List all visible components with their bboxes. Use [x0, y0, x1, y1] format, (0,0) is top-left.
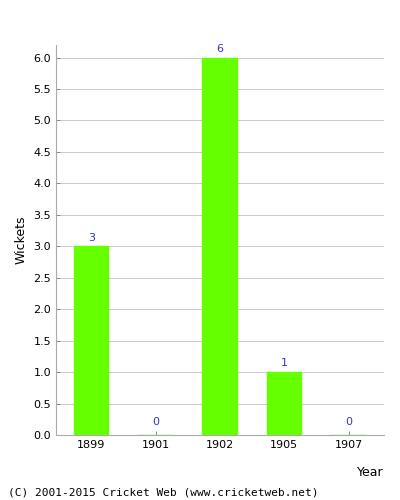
Text: 0: 0 — [345, 418, 352, 428]
Text: Year: Year — [357, 466, 384, 479]
Text: 1: 1 — [281, 358, 288, 368]
Text: 6: 6 — [216, 44, 224, 54]
Y-axis label: Wickets: Wickets — [15, 216, 28, 264]
Text: 3: 3 — [88, 232, 95, 242]
Bar — [74, 246, 109, 435]
Bar — [202, 58, 238, 435]
Text: (C) 2001-2015 Cricket Web (www.cricketweb.net): (C) 2001-2015 Cricket Web (www.cricketwe… — [8, 488, 318, 498]
Text: 0: 0 — [152, 418, 159, 428]
Bar — [267, 372, 302, 435]
